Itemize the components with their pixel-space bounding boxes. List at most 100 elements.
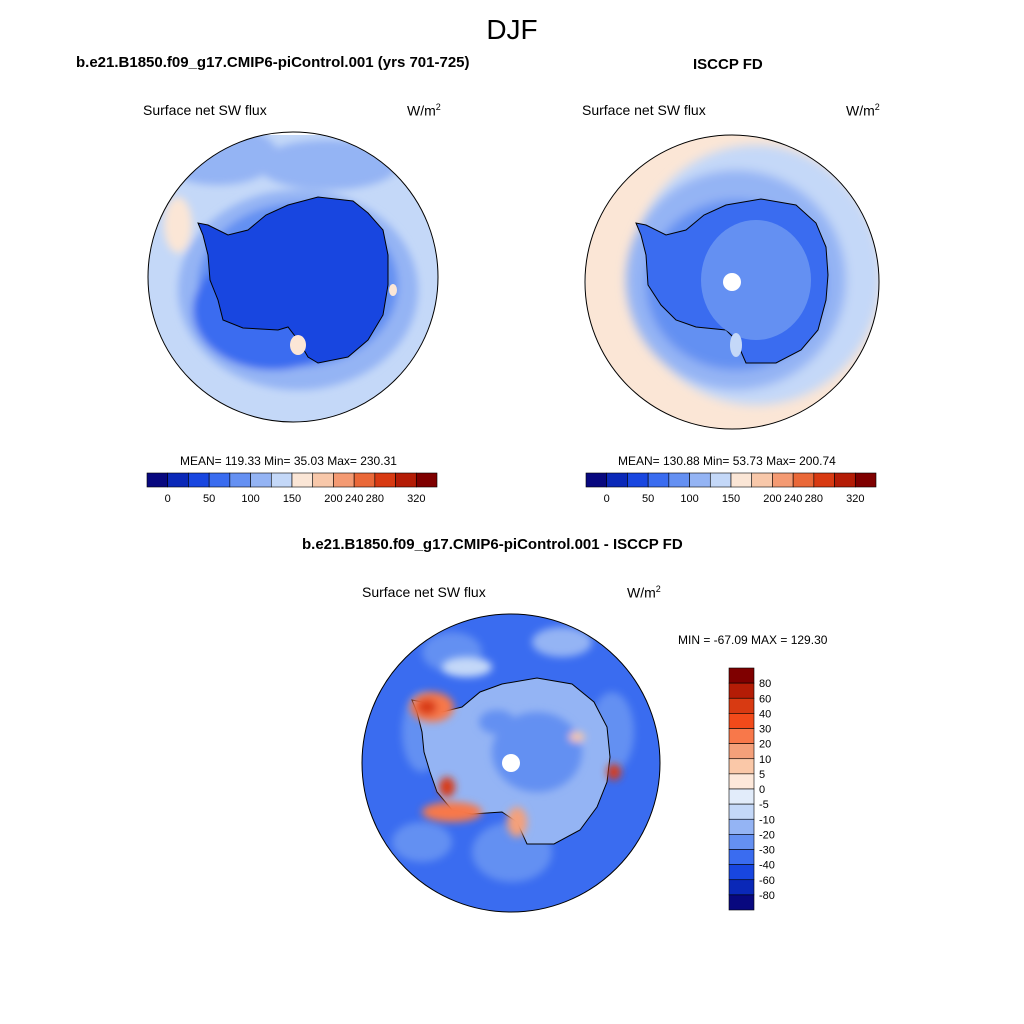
colorbar-swatch [208,472,231,488]
colorbar-tick-label: 80 [759,678,771,690]
panel2-map [584,134,880,430]
colorbar-tick-label: 40 [759,708,771,720]
colorbar-swatch [728,713,755,729]
colorbar-tick-label: 150 [283,493,301,505]
panel2-shelf-patch [730,333,742,357]
colorbar-swatch [146,472,169,488]
colorbar-tick-label: 200 [763,493,781,505]
colorbar-tick-label: -80 [759,890,775,902]
colorbar-tick-label: 200 [324,493,342,505]
colorbar-swatch [772,472,794,488]
colorbar-swatch [728,879,755,896]
colorbar-swatch [730,472,753,488]
colorbar-tick-label: 280 [805,493,823,505]
colorbar-swatch [728,773,755,790]
colorbar-tick-label: 5 [759,769,765,781]
colorbar-swatch [751,472,773,488]
panel2-pole-hole [723,273,741,291]
colorbar-swatch [291,472,314,488]
panel2-map-border [584,134,880,430]
colorbar-tick-label: 0 [759,784,765,796]
panel2-plateau [701,220,811,340]
panel3-units: W/m2 [627,584,661,601]
colorbar-swatch [854,472,877,488]
colorbar-swatch [728,788,755,805]
panel2-stats: MEAN= 130.88 Min= 53.73 Max= 200.74 [618,454,836,468]
panel1-warm-patch [290,335,306,355]
colorbar-swatch [353,472,376,488]
colorbar-swatch [728,864,755,881]
panel2-units: W/m2 [846,102,880,119]
colorbar-tick-label: 0 [165,493,171,505]
panel1-units: W/m2 [407,102,441,119]
colorbar-swatch [229,472,251,488]
colorbar-swatch [728,834,755,850]
colorbar-tick-label: 0 [604,493,610,505]
colorbar-swatch [728,758,755,775]
panel2-variable-label: Surface net SW flux [582,102,706,118]
colorbar-tick-label: 100 [680,493,698,505]
colorbar-swatch [728,818,755,835]
colorbar-tick-label: -20 [759,829,775,841]
colorbar-swatch [728,849,755,865]
panel3-pole-hole [502,754,520,772]
colorbar-swatch [668,472,690,488]
colorbar-swatch [728,894,755,911]
colorbar-tick-label: 20 [759,739,771,751]
colorbar-tick-label: 240 [345,493,363,505]
panel1-map-border [147,131,439,423]
colorbar-swatch [312,472,334,488]
panel1-warm-patch-east [389,284,397,296]
colorbar-swatch [606,472,628,488]
colorbar-tick-label: -60 [759,875,775,887]
panel3-map-border [361,613,661,913]
colorbar-swatch [333,472,355,488]
colorbar-swatch [395,472,417,488]
colorbar-swatch [374,472,396,488]
colorbar-tick-label: -5 [759,799,769,811]
colorbar-tick-label: 60 [759,693,771,705]
colorbar-tick-label: 150 [722,493,740,505]
colorbar-swatch [728,728,755,744]
colorbar-tick-label: 50 [203,493,215,505]
colorbar-swatch [834,472,856,488]
figure-title: DJF [486,14,538,45]
colorbar-swatch [813,472,835,488]
colorbar-tick-label: 30 [759,724,771,736]
colorbar-tick-label: 320 [846,493,864,505]
panel2-title: ISCCP FD [693,56,763,73]
panel3-variable-label: Surface net SW flux [362,584,486,600]
panel3-title: b.e21.B1850.f09_g17.CMIP6-piControl.001 … [302,536,683,553]
colorbar-swatch [728,667,755,684]
colorbar-swatch [728,697,755,714]
colorbar-tick-label: -40 [759,860,775,872]
colorbar-swatch [728,743,755,760]
colorbar-tick-label: 100 [241,493,259,505]
colorbar-swatch [647,472,670,488]
panel3-map [361,613,661,913]
colorbar-swatch [728,682,755,699]
panel3-stats: MIN = -67.09 MAX = 129.30 [678,633,828,647]
colorbar-tick-label: 240 [784,493,802,505]
panel1-map [147,131,439,423]
colorbar-tick-label: 280 [366,493,384,505]
panel1-title: b.e21.B1850.f09_g17.CMIP6-piControl.001 … [76,54,470,71]
colorbar-swatch [728,803,755,820]
colorbar-tick-label: 10 [759,754,771,766]
panel3-colorbar: 80 60 40 30 20 10 5 0 -5 -10 -20 -30 -40 -60 -80 [728,667,775,911]
colorbar-swatch [627,472,649,488]
panel1-colorbar: 0 50 100 150 200 240 280 320 [146,472,438,505]
colorbar-tick-label: 320 [407,493,425,505]
colorbar-swatch [250,472,272,488]
colorbar-tick-label: -30 [759,845,775,857]
panel1-stats: MEAN= 119.33 Min= 35.03 Max= 230.31 [180,454,397,468]
colorbar-tick-label: 50 [642,493,654,505]
panel2-colorbar: 0 50 100 150 200 240 280 320 [585,472,877,505]
colorbar-swatch [709,472,732,488]
panel1-antarctica-coast [197,196,389,364]
colorbar-swatch [792,472,815,488]
colorbar-swatch [689,472,711,488]
colorbar-swatch [188,472,210,488]
colorbar-swatch [585,472,608,488]
colorbar-swatch [167,472,189,488]
